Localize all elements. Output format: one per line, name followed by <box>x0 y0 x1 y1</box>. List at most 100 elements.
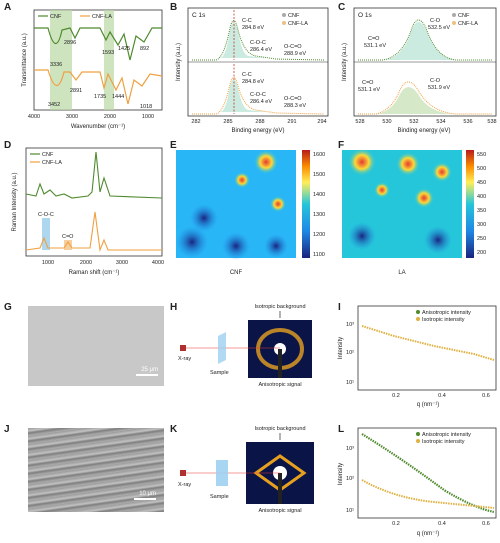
heatmap-la: 550 500 450 400 350 300 250 200 LA <box>342 150 486 276</box>
x-axis-label: Binding energy (eV) <box>231 128 284 134</box>
ytick: 10² <box>346 476 354 482</box>
scale: 450 <box>477 180 486 186</box>
saxs-diagram-k: Isotropic background X-ray Sample Anisot… <box>178 426 314 514</box>
panel-label-b: B <box>170 2 178 13</box>
scale-bar <box>136 374 158 376</box>
scale: 200 <box>477 250 486 256</box>
sem-image-cross-section: 10 μm <box>28 428 164 512</box>
xtick: 0.2 <box>392 521 400 527</box>
panel-label-j: J <box>4 424 10 435</box>
xtick: 1000 <box>42 260 54 266</box>
label: C-O-C <box>250 92 266 98</box>
scalebar-label: 25 μm <box>141 367 158 373</box>
label: O-C=O <box>284 96 302 102</box>
xtick: 0.6 <box>482 393 490 399</box>
xtick: 288 <box>255 119 264 125</box>
xtick: 3000 <box>116 260 128 266</box>
xtick: 282 <box>191 119 200 125</box>
scale: 350 <box>477 208 486 214</box>
xtick: 1000 <box>142 114 154 120</box>
ytick: 10³ <box>346 446 354 452</box>
peak-3452: 3452 <box>48 102 60 108</box>
ytick: 10¹ <box>346 380 354 386</box>
sem-image-surface: 25 μm <box>28 306 164 386</box>
xtick: 3000 <box>66 114 78 120</box>
x-axis-label: Raman shift (cm⁻¹) <box>69 270 120 276</box>
label: 286.4 eV <box>250 47 272 53</box>
label: C-O <box>430 18 441 24</box>
ytick: 10¹ <box>346 508 354 514</box>
xtick: 0.6 <box>482 521 490 527</box>
y-axis-label: Intensity <box>338 463 344 485</box>
peak-3336: 3336 <box>50 62 62 68</box>
xtick: 291 <box>287 119 296 125</box>
c1s-title: C 1s <box>192 12 206 19</box>
ytick: 10² <box>346 350 354 356</box>
xtick: 538 <box>487 119 496 125</box>
scale: 1100 <box>313 252 325 258</box>
scale: 1200 <box>313 232 325 238</box>
panel-label-f: F <box>338 140 345 151</box>
scalebar-label: 10 μm <box>139 491 156 497</box>
scale: 400 <box>477 194 486 200</box>
scale: 1600 <box>313 152 325 158</box>
label: O-C=O <box>284 44 302 50</box>
peak-1593: 1593 <box>102 50 114 56</box>
ytick: 10³ <box>346 322 354 328</box>
y-axis-label: Transmittance (a.u.) <box>22 33 28 86</box>
legend-iso: Isotropic intensity <box>422 317 465 323</box>
peak-1018: 1018 <box>140 104 152 110</box>
scale: 550 <box>477 152 486 158</box>
xps-c1s-chart: C 1s CNF CNF-LA C-C 284.8 eV C-O-C 286.4… <box>176 7 329 134</box>
heatmap-caption: LA <box>398 270 405 276</box>
panel-label-l: L <box>338 424 345 435</box>
xtick: 285 <box>223 119 232 125</box>
label: 284.8 eV <box>242 25 264 31</box>
panel-label-e: E <box>170 140 177 151</box>
label: 284.8 eV <box>242 79 264 85</box>
scale: 250 <box>477 236 486 242</box>
anisotropic-label: Anisotropic signal <box>258 508 301 514</box>
peak-1735: 1735 <box>94 94 106 100</box>
peak-2896: 2896 <box>64 40 76 46</box>
legend-cnf-la: CNF-LA <box>288 21 308 27</box>
xtick: 0.4 <box>438 521 446 527</box>
heatmap-cnf: 1600 1500 1400 1300 1200 1100 CNF <box>176 150 325 276</box>
xtick: 528 <box>355 119 364 125</box>
xtick: 294 <box>317 119 326 125</box>
legend-cnf-la: CNF-LA <box>458 21 478 27</box>
legend-cnf: CNF <box>288 13 300 19</box>
saxs-diagram-h: Isotropic background X-ray Sample Anisot… <box>178 304 312 388</box>
xps-o1s-chart: O 1s CNF CNF-LA C-O 532.5 eV C=O 531.1 e… <box>342 7 497 134</box>
scale: 1500 <box>313 172 325 178</box>
label: C=O <box>362 80 374 86</box>
panel-label-c: C <box>338 2 346 13</box>
x-axis-label: q (nm⁻¹) <box>417 402 440 408</box>
panel-label-g: G <box>4 302 12 313</box>
scale: 1400 <box>313 192 325 198</box>
xtick: 534 <box>436 119 445 125</box>
legend-cnf-la: CNF-LA <box>92 14 112 20</box>
label: C-O <box>430 78 441 84</box>
y-axis-label: Raman Intensity (a.u.) <box>12 172 18 231</box>
xray-label: X-ray <box>178 356 191 362</box>
label: 288.9 eV <box>284 51 306 57</box>
peak-2891: 2891 <box>70 88 82 94</box>
band-co: C=O <box>62 234 74 240</box>
x-axis-label: Binding energy (eV) <box>397 128 450 134</box>
xtick: 536 <box>463 119 472 125</box>
xtick: 2000 <box>104 114 116 120</box>
xtick: 530 <box>382 119 391 125</box>
label: 288.3 eV <box>284 103 306 109</box>
label: C-C <box>242 72 252 78</box>
x-axis-label: Wavenumber (cm⁻¹) <box>71 124 125 130</box>
saxs-intensity-l: Anisotropic intensity Isotropic intensit… <box>338 427 497 537</box>
y-axis-label: Intensity (a.u.) <box>342 43 348 81</box>
sample-label: Sample <box>210 494 229 500</box>
y-axis-label: Intensity (a.u.) <box>176 43 182 81</box>
peak-1425: 1425 <box>118 46 130 52</box>
label: C=O <box>368 36 380 42</box>
scale-bar <box>134 498 156 500</box>
isotropic-label: Isotropic background <box>254 304 305 310</box>
band-coc: C-O-C <box>38 212 54 218</box>
